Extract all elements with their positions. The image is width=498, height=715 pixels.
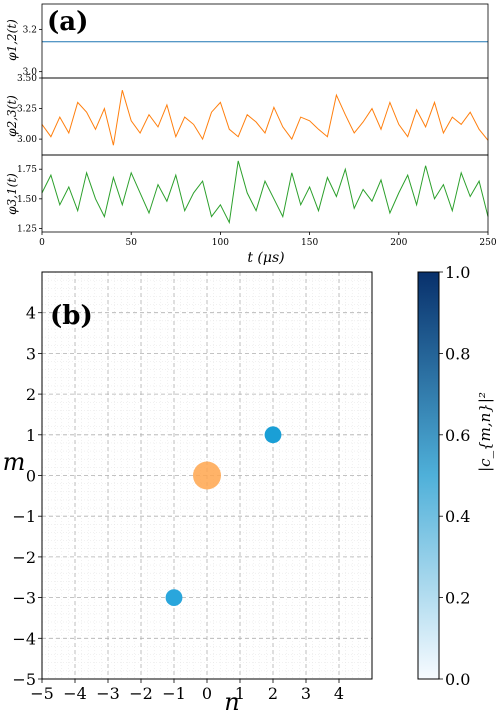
panel-b-grid (41, 271, 373, 680)
x-tick-label: 200 (390, 238, 407, 248)
y-tick-label: 1.75 (17, 165, 37, 175)
panel-b-points (165, 426, 282, 606)
panel-b-x-label: n (224, 688, 239, 715)
y-tick-label: 1.50 (17, 195, 37, 205)
panel-a-label: (a) (47, 7, 88, 37)
x-tick-label: −1 (162, 684, 186, 703)
y-tick-label: −5 (12, 670, 36, 689)
x-tick-label: 0 (202, 684, 212, 703)
x-tick-label: 3 (301, 684, 311, 703)
ylabel-phi31: φ3,1(t) (5, 173, 19, 215)
scatter-point-1 (264, 426, 282, 444)
scatter-point-0 (193, 461, 221, 490)
x-tick-label: 150 (301, 238, 318, 248)
x-tick-label: 50 (125, 238, 137, 248)
y-tick-label: 3.25 (17, 105, 37, 115)
colorbar-tick-label: 0.6 (445, 426, 470, 445)
panel-b-x-ticks: −5 −4 −3 −2 −1 0 1 2 3 4 (30, 679, 344, 703)
subplot-phi23: 3.00 3.25 3.50 (17, 74, 489, 156)
colorbar-tick-label: 0.2 (445, 589, 470, 608)
scatter-point-2 (165, 589, 183, 606)
colorbar-tick-label: 0.4 (445, 507, 470, 526)
panel-a-time-series: (a) 3.0 3.2 3.00 3.25 3.50 1.25 1.50 1.75 0 50… (5, 3, 497, 266)
y-tick-label: 3.0 (23, 68, 38, 78)
colorbar-ticks: 0.0 0.2 0.4 0.6 0.8 1.0 (439, 263, 470, 689)
y-tick-label: 3.50 (17, 74, 37, 84)
x-tick-label: −4 (63, 684, 87, 703)
colorbar-tick-label: 1.0 (445, 263, 470, 282)
ylabel-phi12: φ1,2(t) (5, 19, 19, 61)
y-tick-label: −4 (12, 629, 36, 648)
x-tick-label: −2 (129, 684, 153, 703)
series-line-1 (41, 90, 489, 146)
subplot-frame-0 (41, 3, 489, 79)
y-tick-label: 4 (26, 304, 36, 323)
x-tick-label: 2 (268, 684, 278, 703)
y-tick-label: 3 (26, 344, 36, 363)
x-tick-label: 100 (212, 238, 229, 248)
y-tick-label: 2 (26, 385, 36, 404)
ylabel-phi23: φ2,3(t) (5, 95, 19, 137)
colorbar (417, 271, 440, 680)
x-tick-label: 0 (39, 238, 45, 248)
series-line-2 (41, 160, 489, 225)
x-tick-label: 1 (235, 684, 245, 703)
subplot-phi31: 1.25 1.50 1.75 (17, 154, 489, 234)
y-tick-label: 1.25 (17, 224, 37, 234)
y-tick-label: 3.2 (23, 25, 37, 35)
colorbar-tick-label: 0.8 (445, 344, 470, 363)
x-tick-label: −5 (30, 684, 54, 703)
x-tick-label: −3 (96, 684, 120, 703)
subplot-frame-2 (41, 154, 489, 233)
x-tick-label: 250 (479, 238, 496, 248)
subplot-phi12: 3.0 3.2 (23, 3, 489, 79)
panel-b-label: (b) (50, 301, 93, 331)
y-tick-label: 0 (26, 467, 36, 486)
panel-a-x-label: t (μs) (247, 250, 284, 266)
x-tick-label: 4 (334, 684, 344, 703)
panel-b-y-label: m (3, 448, 26, 476)
colorbar-label: |c_{m,n}|² (476, 392, 494, 472)
panel-a-x-ticks: 0 50 100 150 200 250 (39, 232, 497, 248)
y-tick-label: −2 (12, 548, 36, 567)
colorbar-tick-label: 0.0 (445, 670, 470, 689)
y-tick-label: −1 (12, 507, 36, 526)
panel-b-y-ticks: −5 −4 −3 −2 −1 0 1 2 3 4 (12, 304, 42, 689)
y-tick-label: 3.00 (17, 135, 37, 145)
y-tick-label: −3 (12, 589, 36, 608)
subplot-frame-1 (41, 77, 489, 156)
y-tick-label: 1 (26, 426, 36, 445)
